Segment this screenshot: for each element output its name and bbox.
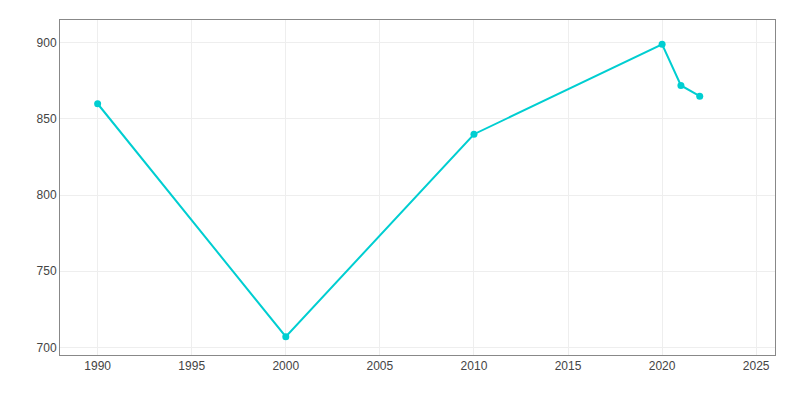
svg-text:800: 800 — [37, 188, 57, 202]
svg-text:2010: 2010 — [461, 359, 488, 373]
svg-text:700: 700 — [37, 341, 57, 355]
svg-text:2025: 2025 — [743, 359, 770, 373]
svg-text:2020: 2020 — [649, 359, 676, 373]
svg-text:900: 900 — [37, 36, 57, 50]
svg-text:1990: 1990 — [84, 359, 111, 373]
svg-text:1995: 1995 — [178, 359, 205, 373]
svg-text:2005: 2005 — [367, 359, 394, 373]
svg-text:850: 850 — [37, 112, 57, 126]
svg-text:750: 750 — [37, 264, 57, 278]
svg-text:2015: 2015 — [555, 359, 582, 373]
svg-text:2000: 2000 — [272, 359, 299, 373]
